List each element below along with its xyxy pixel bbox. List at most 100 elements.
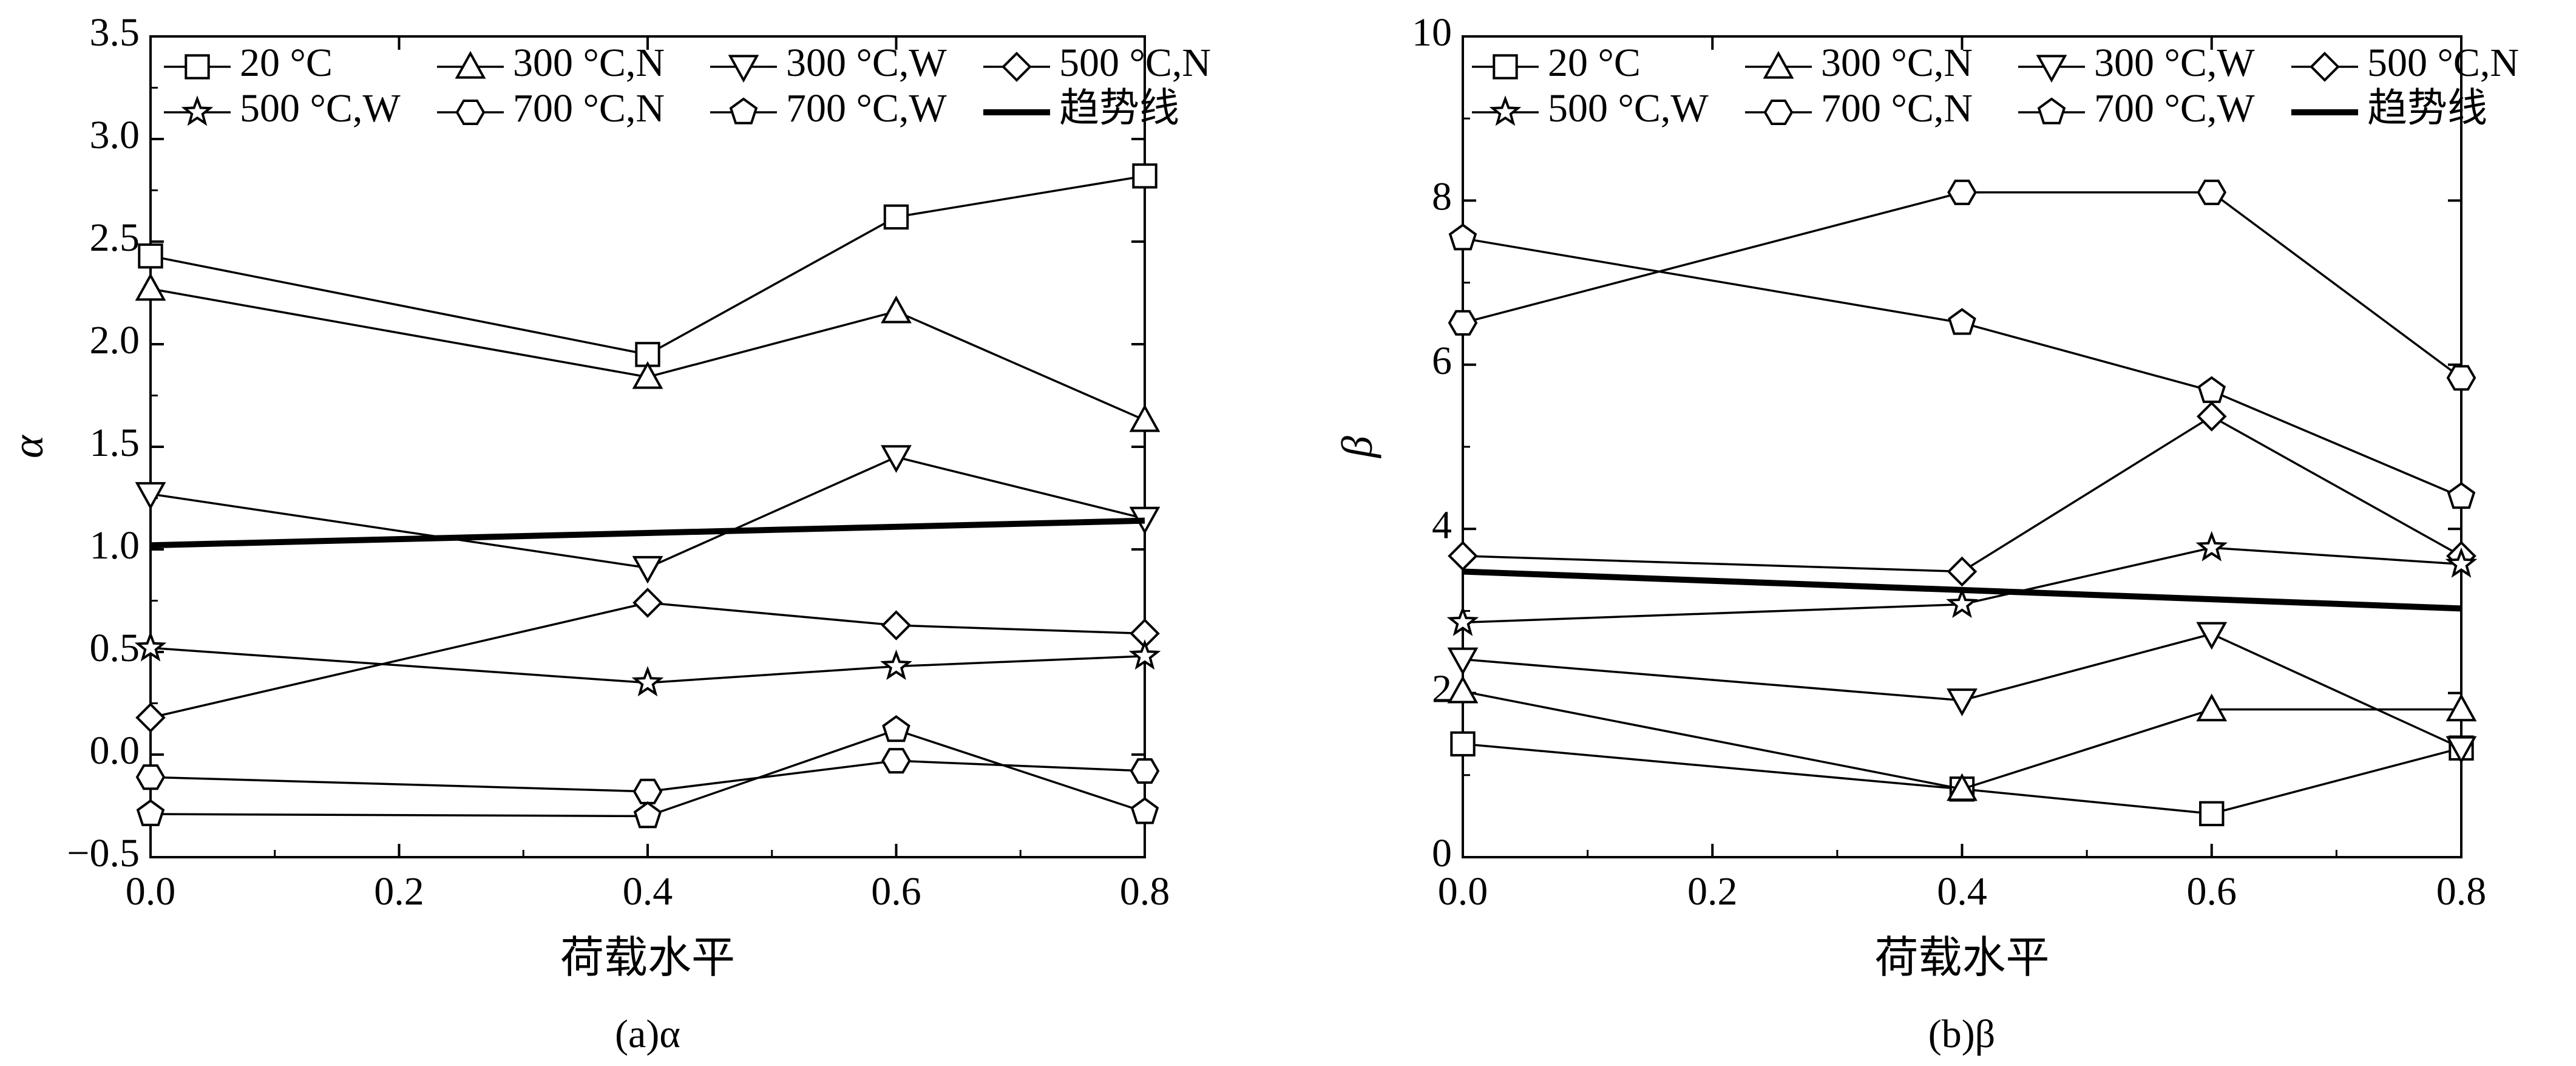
data-point	[632, 361, 663, 389]
data-point	[883, 204, 909, 230]
x-tick-label: 0.2	[1687, 869, 1738, 914]
data-point	[135, 702, 166, 733]
data-point	[135, 482, 166, 510]
legend-entry-trend: 趋势线	[983, 86, 1179, 131]
series-line	[150, 175, 1145, 356]
legend-entry-700-c-w: 700 °C,W	[710, 86, 947, 131]
data-point	[1448, 223, 1477, 251]
axes: 0.0 0.2 0.4 0.6 0.8−0.50.00.51.01.52.02.53.0…	[67, 10, 1170, 914]
data-point	[2447, 481, 2476, 509]
data-point	[632, 778, 663, 804]
series-line	[150, 647, 1145, 684]
data-point	[1128, 639, 1161, 670]
trend-line	[1462, 568, 2462, 612]
series-300-c-w	[1447, 622, 2477, 764]
legend-marker	[1493, 54, 1518, 80]
data-point	[1132, 163, 1158, 189]
x-tick-label: 0.8	[1120, 869, 1170, 914]
data-point	[1129, 404, 1161, 432]
legend-marker	[1489, 95, 1522, 126]
y-tick-label: 3.5	[90, 10, 140, 55]
series-line	[1462, 415, 2462, 573]
legend-marker	[728, 55, 759, 83]
data-point	[632, 555, 663, 584]
y-tick-label: 3.0	[90, 113, 140, 157]
legend-entry-700-c-n: 700 °C,N	[1745, 86, 1973, 131]
legend-entry-300-c-n: 300 °C,N	[437, 41, 665, 85]
series-line	[150, 456, 1145, 569]
legend-entry-trend: 趋势线	[2291, 86, 2487, 131]
data-point	[2196, 622, 2228, 650]
x-tick-label: 0.0	[1438, 869, 1488, 914]
data-point	[2197, 376, 2226, 403]
data-point	[1946, 587, 1978, 619]
legend-label: 500 °C,W	[240, 86, 401, 131]
data-point	[882, 715, 910, 742]
data-point	[1448, 540, 1478, 571]
series-line	[150, 602, 1145, 719]
y-tick-label: −0.5	[67, 831, 140, 875]
legend-entry-500-c-n: 500 °C,N	[2291, 41, 2519, 85]
y-tick-label: 6	[1432, 339, 1452, 383]
legend-label: 500 °C,N	[1059, 41, 1211, 85]
x-tick-label: 0.6	[2187, 869, 2237, 914]
legend-marker	[1002, 52, 1032, 82]
series-700-c-w	[1448, 223, 2476, 509]
legend-entry-500-c-w: 500 °C,W	[164, 86, 401, 131]
chart-beta: 0.0 0.2 0.4 0.6 0.8 0 2 4 6 8 10 荷载水平 β (b)β 20 °C 300 …	[1333, 10, 2519, 1056]
data-point	[2197, 179, 2227, 205]
x-tick-label: 0.0	[126, 869, 176, 914]
legend-label: 趋势线	[2367, 86, 2487, 131]
y-tick-label: 4	[1432, 503, 1452, 547]
y-axis-label: β	[1333, 436, 1381, 459]
legend-label: 700 °C,N	[1821, 86, 1973, 131]
legend-marker	[2310, 52, 2340, 82]
series-500-c-n	[1448, 401, 2476, 587]
legend-marker	[455, 50, 486, 79]
plot-frame	[149, 35, 1146, 858]
data-point	[1448, 310, 1478, 336]
data-point	[135, 764, 166, 790]
data-point	[881, 295, 912, 324]
data-point	[1450, 731, 1476, 757]
series-300-c-n	[135, 273, 1161, 432]
data-point	[1947, 773, 1978, 801]
legend-label: 300 °C,W	[2094, 41, 2255, 85]
legend-label: 500 °C,N	[2367, 41, 2519, 85]
legend-label: 20 °C	[1548, 41, 1641, 85]
legend-entry-500-c-n: 500 °C,N	[983, 41, 1211, 85]
legend-label: 700 °C,W	[2094, 86, 2255, 131]
legend-marker	[1763, 99, 1794, 126]
data-point	[1947, 179, 1977, 205]
legend-entry-300-c-n: 300 °C,N	[1745, 41, 1973, 85]
series-line	[150, 759, 1145, 793]
legend-marker	[2036, 55, 2067, 83]
chart-alpha: 0.0 0.2 0.4 0.6 0.8−0.50.00.51.01.52.02.53.0…	[4, 10, 1211, 1056]
x-tick-label: 0.8	[2436, 869, 2487, 914]
data-point	[135, 273, 166, 301]
legend: 20 °C 300 °C,N 300 °C,W 500 °C,N 500 °C,W 700…	[164, 41, 1211, 131]
legend-entry-500-c-w: 500 °C,W	[1472, 86, 1709, 131]
x-axis-label: 荷载水平	[1874, 934, 2049, 982]
legend-entry-300-c-w: 300 °C,W	[710, 41, 947, 85]
legend-entry-700-c-n: 700 °C,N	[437, 86, 665, 131]
series-line	[1462, 633, 2462, 749]
data-point	[2446, 365, 2476, 391]
plot-frame	[1462, 35, 2462, 858]
series-700-c-w	[136, 715, 1159, 829]
y-tick-label: 10	[1412, 10, 1452, 55]
series-line	[1462, 546, 2462, 624]
legend-entry-300-c-w: 300 °C,W	[2018, 41, 2255, 85]
legend-label: 300 °C,W	[786, 41, 947, 85]
legend-label: 700 °C,W	[786, 86, 947, 131]
data-point	[881, 445, 912, 474]
data-point	[631, 665, 664, 697]
data-point	[880, 649, 912, 681]
data-point	[1447, 675, 1479, 704]
data-point	[2195, 531, 2228, 562]
y-tick-label: 0.5	[90, 626, 140, 670]
x-tick-label: 0.6	[871, 869, 921, 914]
series-line	[150, 288, 1145, 421]
data-point	[881, 610, 912, 640]
